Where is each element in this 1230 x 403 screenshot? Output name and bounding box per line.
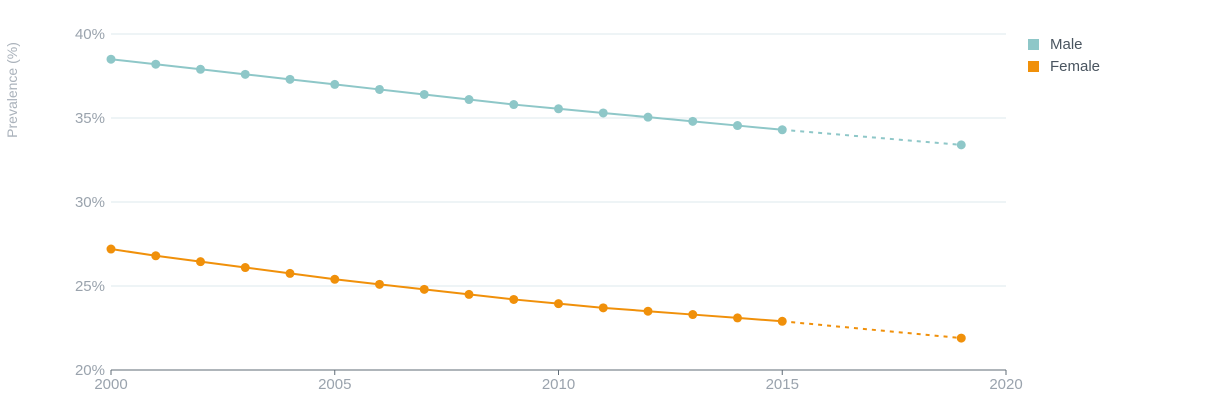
data-point-male	[151, 59, 161, 69]
legend: Male Female	[1028, 33, 1100, 77]
data-point-female	[509, 294, 519, 304]
data-point-female	[196, 257, 205, 267]
legend-item-female[interactable]: Female	[1028, 55, 1100, 77]
x-tick-label: 2000	[94, 376, 127, 393]
x-tick-label: 2015	[766, 376, 799, 393]
data-point-female	[330, 274, 340, 284]
y-tick-label: 30%	[75, 194, 105, 211]
x-tick-label: 2010	[542, 376, 575, 393]
x-tick-label: 2020	[989, 376, 1022, 393]
data-point-female	[375, 279, 384, 289]
legend-label-male: Male	[1050, 35, 1083, 53]
projection-point-female	[956, 333, 966, 343]
y-tick-label: 25%	[75, 278, 105, 295]
legend-label-female: Female	[1050, 57, 1101, 75]
projection-line-female	[782, 320, 962, 340]
y-tick-label: 35%	[75, 110, 105, 127]
legend-item-male[interactable]: Male	[1028, 33, 1100, 55]
data-point-female	[285, 268, 295, 278]
data-point-male	[733, 121, 742, 131]
series-line-male	[110, 58, 783, 131]
data-point-female	[777, 316, 787, 326]
data-point-female	[151, 251, 161, 261]
data-point-male	[106, 54, 116, 64]
data-point-male	[285, 74, 295, 84]
data-point-female	[106, 244, 116, 254]
x-tick-label: 2005	[318, 376, 351, 393]
data-point-male	[598, 108, 608, 118]
x-axis-ticks: 2000 2005 2010 2015 2020	[94, 370, 1023, 393]
data-point-female	[643, 306, 653, 316]
series-group	[106, 54, 966, 343]
data-point-male	[554, 104, 563, 114]
data-point-male	[464, 95, 474, 105]
data-point-female	[554, 299, 563, 309]
data-point-female	[240, 263, 250, 273]
grid-lines	[111, 33, 1006, 287]
data-point-male	[777, 125, 787, 135]
data-point-male	[196, 64, 205, 74]
data-point-male	[688, 116, 698, 126]
y-tick-label: 40%	[75, 26, 105, 43]
legend-swatch-male	[1028, 38, 1039, 50]
data-point-male	[330, 79, 340, 89]
legend-swatch-female	[1028, 60, 1039, 72]
y-axis-ticks: 20% 25% 30% 35% 40%	[75, 26, 105, 379]
projection-line-male	[782, 128, 962, 146]
data-point-female	[688, 310, 698, 320]
projection-point-male	[956, 140, 966, 150]
data-point-male	[375, 84, 384, 94]
data-point-male	[509, 100, 519, 110]
data-point-female	[598, 303, 608, 313]
data-point-male	[240, 69, 250, 79]
data-point-female	[464, 289, 474, 299]
y-axis-label: Prevalence (%)	[4, 42, 20, 138]
data-point-female	[419, 284, 429, 294]
data-point-male	[419, 89, 429, 99]
data-point-male	[643, 112, 653, 122]
data-point-female	[733, 313, 742, 323]
y-tick-label: 20%	[75, 362, 105, 379]
series-line-female	[110, 248, 783, 323]
